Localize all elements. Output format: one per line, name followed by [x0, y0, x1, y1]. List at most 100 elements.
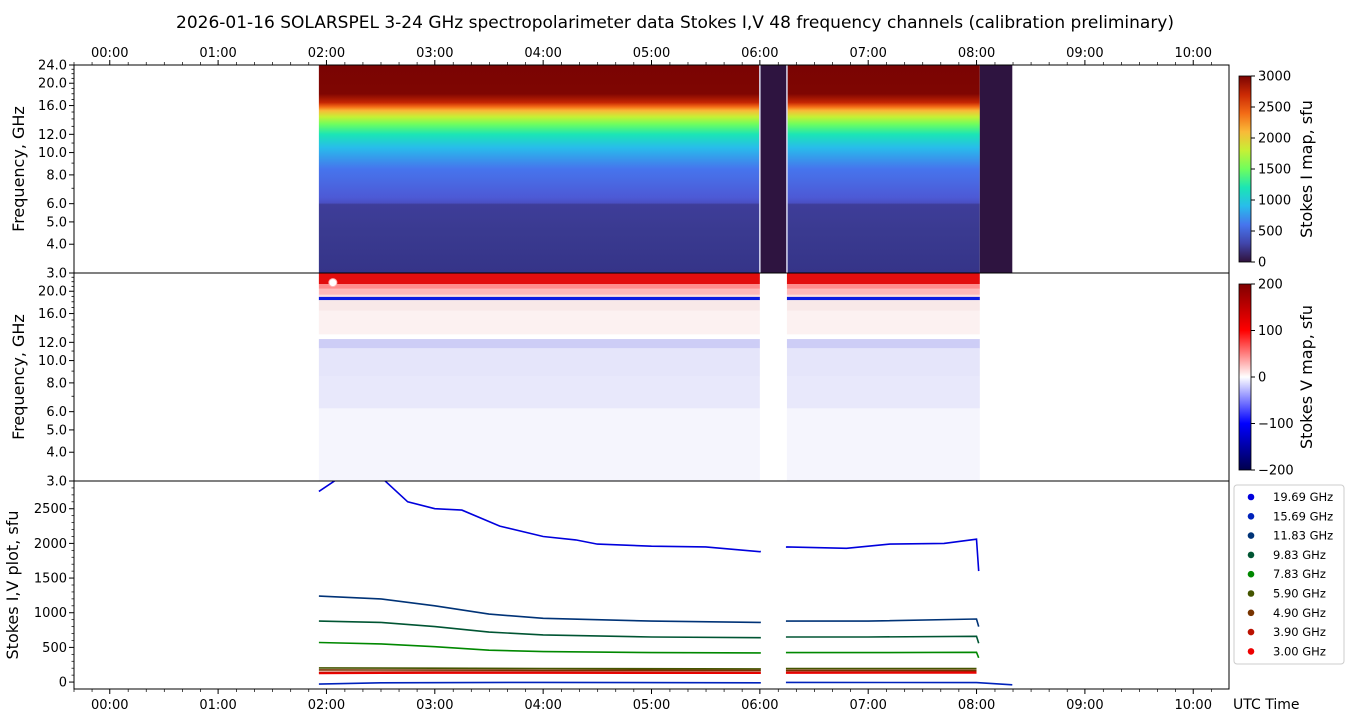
- series-line: [318, 620, 980, 644]
- series-line: [318, 671, 977, 674]
- frequency-legend: 19.69 GHz 15.69 GHz 11.83 GHz 9.83 GHz 7.83 …: [1233, 484, 1345, 665]
- legend-label: 3.00 GHz: [1273, 644, 1326, 658]
- colorbar-tick-label: 1500: [1258, 163, 1291, 178]
- y-tick-label: 3.0: [46, 267, 67, 282]
- colorbar-tick-label: 3000: [1258, 70, 1291, 85]
- y-tick-label: 24.0: [38, 59, 67, 74]
- stokes-v-heatmap: [318, 273, 980, 481]
- stokes-v-band: [318, 348, 760, 377]
- stokes-v-band: [318, 296, 760, 301]
- stokes-v-band: [786, 294, 980, 297]
- colorbar-tick-label: 200: [1258, 278, 1283, 293]
- colorbar-tick-label: 0: [1258, 371, 1266, 386]
- legend-marker: [1247, 493, 1255, 501]
- series-line: [318, 681, 1013, 686]
- y-tick-label: 8.0: [46, 376, 67, 391]
- stokes-v-band: [318, 310, 760, 335]
- stokes-v-band: [786, 300, 980, 311]
- stokes-i-data-block: [318, 65, 760, 273]
- y-tick-label: 6.0: [46, 405, 67, 420]
- x-tick-label: 09:00: [1066, 698, 1103, 713]
- x-tick-label: 02:00: [308, 698, 345, 713]
- stokes-v-band: [786, 348, 980, 377]
- colorbar-tick-label: 0: [1258, 256, 1266, 271]
- legend-marker: [1247, 609, 1255, 617]
- stokes-i-data-block: [786, 65, 980, 273]
- y-tick-label: 12.0: [38, 128, 67, 143]
- y-tick-label: 4.0: [46, 238, 67, 253]
- y-tick-label: 8.0: [46, 168, 67, 183]
- stokes-v-panel: 3.0 4.0 5.0 6.0 8.0 10.0 12.0 16.0 20.0 Frequenc…: [9, 272, 1230, 490]
- legend-label: 19.69 GHz: [1273, 490, 1333, 504]
- stokes-i-colorbar-label: Stokes I map, sfu: [1297, 100, 1316, 238]
- stokes-v-colorbar-ticks: −200 −100 0 100 200: [1251, 278, 1294, 479]
- x-tick-label: 07:00: [849, 46, 886, 61]
- legend-box: [1233, 484, 1345, 665]
- stokes-v-band: [786, 376, 980, 409]
- stokes-i-panel: 3.0 4.0 5.0 6.0 8.0 10.0 12.0 16.0 20.0 24.0 Freq…: [9, 59, 1230, 282]
- legend-marker: [1247, 551, 1255, 559]
- stokes-v-band: [318, 294, 760, 297]
- y-tick-label: 5.0: [46, 423, 67, 438]
- x-tick-label: 00:00: [91, 46, 128, 61]
- y-tick-label: 1000: [34, 606, 67, 621]
- y-tick-label: 10.0: [38, 146, 67, 161]
- y-tick-label: 20.0: [38, 285, 67, 300]
- y-tick-label: 2000: [34, 537, 67, 552]
- stokes-v-band: [786, 310, 980, 335]
- stokes-iv-gap: [760, 483, 786, 687]
- x-tick-label: 02:00: [308, 46, 345, 61]
- top-time-axis: 00:00 01:00 02:00 03:00 04:00 05:00 06:00 07:00…: [73, 46, 1213, 65]
- stokes-v-colorbar-bar: [1238, 283, 1252, 471]
- x-tick-label: 09:00: [1066, 46, 1103, 61]
- stokes-i-gap-block: [759, 65, 787, 273]
- stokes-v-band: [786, 273, 980, 285]
- series-line: [318, 641, 980, 659]
- x-axis-label: UTC Time: [1233, 697, 1299, 713]
- colorbar-tick-label: −200: [1258, 464, 1294, 479]
- stokes-v-band: [318, 408, 760, 481]
- stokes-v-band: [786, 288, 980, 295]
- stokes-v-band: [318, 273, 760, 285]
- legend-marker: [1247, 590, 1255, 597]
- stokes-v-band: [786, 408, 980, 481]
- series-line: [318, 595, 980, 627]
- stokes-v-band: [786, 339, 980, 349]
- stokes-v-band: [318, 339, 760, 349]
- x-tick-label: 10:00: [1175, 698, 1212, 713]
- bottom-time-axis: 00:00 01:00 02:00 03:00 04:00 05:00 06:00 07:00…: [73, 689, 1213, 713]
- x-tick-label: 06:00: [741, 698, 778, 713]
- series-line: [318, 667, 977, 670]
- stokes-v-band: [786, 296, 980, 301]
- colorbar-tick-label: 100: [1258, 324, 1283, 339]
- stokes-v-y-ticks: 3.0 4.0 5.0 6.0 8.0 10.0 12.0 16.0 20.0: [38, 276, 74, 490]
- y-tick-label: 12.0: [38, 336, 67, 351]
- legend-label: 4.90 GHz: [1273, 606, 1326, 620]
- x-tick-label: 07:00: [849, 698, 886, 713]
- legend-label: 11.83 GHz: [1273, 529, 1333, 543]
- x-tick-label: 05:00: [633, 46, 670, 61]
- stokes-v-colorbar-label: Stokes V map, sfu: [1297, 305, 1316, 449]
- y-tick-label: 16.0: [38, 307, 67, 322]
- legend-marker: [1247, 513, 1255, 520]
- y-tick-label: 5.0: [46, 215, 67, 230]
- legend-label: 9.83 GHz: [1273, 548, 1326, 562]
- series-line: [318, 672, 977, 675]
- legend-label: 3.90 GHz: [1273, 625, 1326, 639]
- y-tick-label: 3.0: [46, 475, 67, 490]
- stokes-iv-line-panel: 0 500 1000 1500 2000 2500 Stokes I,V plot, sf…: [3, 480, 1230, 691]
- stokes-v-colorbar: −200 −100 0 100 200 Stokes V map, sfu: [1238, 278, 1316, 479]
- y-tick-label: 500: [42, 641, 67, 656]
- x-tick-label: 05:00: [633, 698, 670, 713]
- y-tick-label: 2500: [34, 502, 67, 517]
- y-tick-label: 1500: [34, 572, 67, 587]
- stokes-i-colorbar-ticks: 0 500 1000 1500 2000 2500 3000: [1251, 70, 1291, 271]
- x-tick-label: 08:00: [958, 46, 995, 61]
- stokes-v-band: [318, 376, 760, 409]
- stokes-i-y-ticks: 3.0 4.0 5.0 6.0 8.0 10.0 12.0 16.0 20.0 24.0: [38, 59, 74, 282]
- series-line: [318, 669, 977, 672]
- series-line: [318, 481, 980, 572]
- x-tick-label: 03:00: [416, 698, 453, 713]
- stokes-v-band: [318, 300, 760, 311]
- stokes-v-spot: [328, 278, 338, 288]
